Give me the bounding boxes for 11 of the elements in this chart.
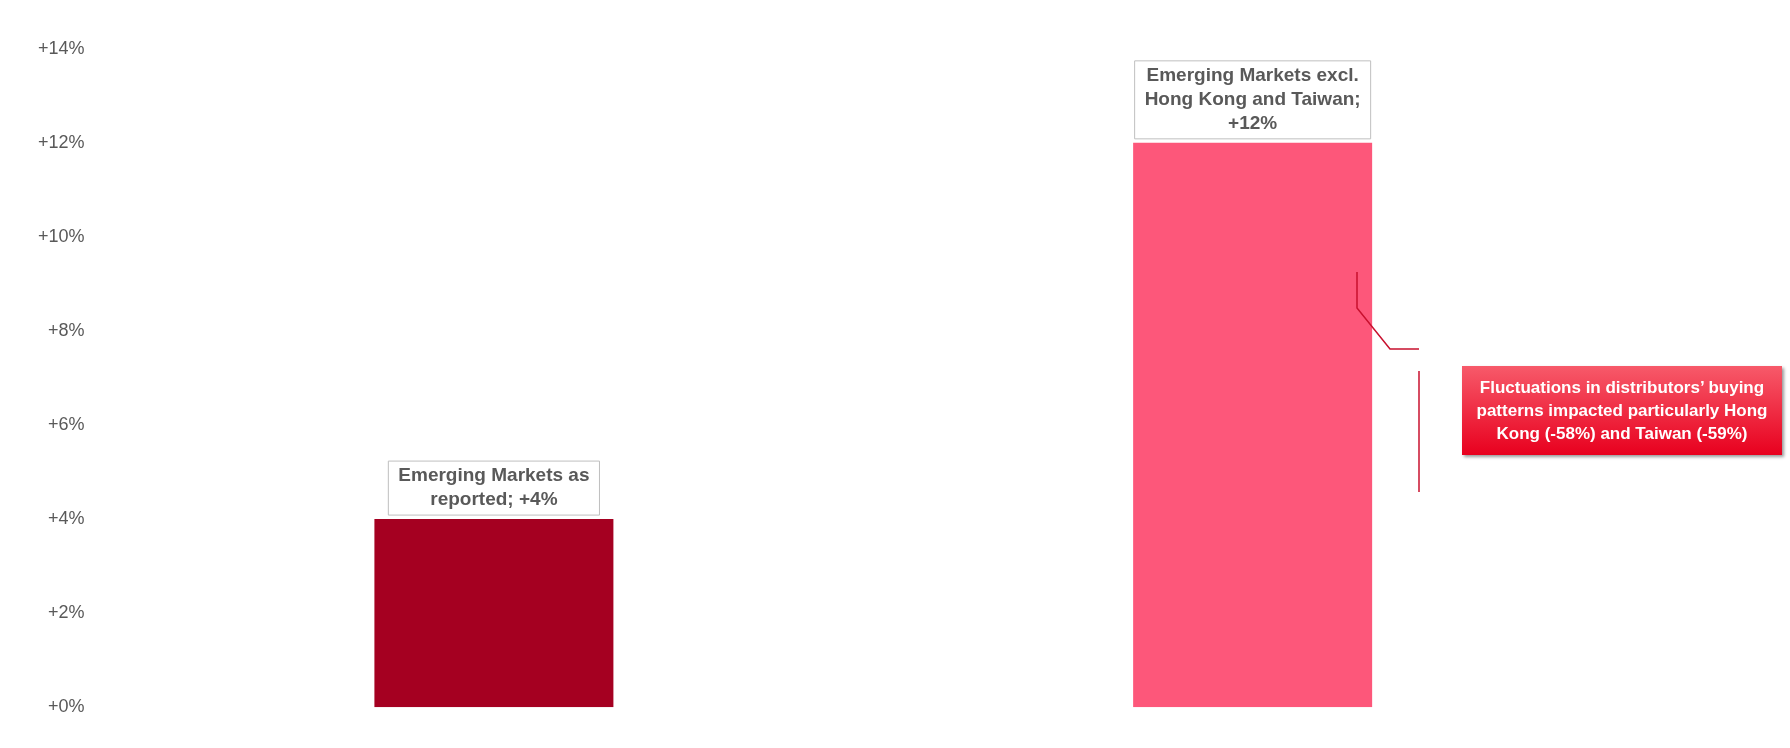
y-tick-label: +2% [48,602,85,623]
data-label: Emerging Markets excl. Hong Kong and Taiwan; +12% [1144,64,1361,134]
data-label: Emerging Markets as reported; +4% [398,464,590,510]
y-tick-label: +8% [48,319,85,340]
y-tick-label: +12% [37,131,85,152]
y-tick-label: +4% [48,508,85,529]
y-tick-label: +0% [48,696,85,717]
y-tick-label: +14% [37,37,85,58]
annotation: Fluctuations in distributors’ buying patterns impacted particularly Hong Kong (-58%) and Taiwan (-59%) [1462,366,1782,455]
y-tick-label: +6% [48,414,85,434]
y-tick-label: +10% [37,225,85,246]
